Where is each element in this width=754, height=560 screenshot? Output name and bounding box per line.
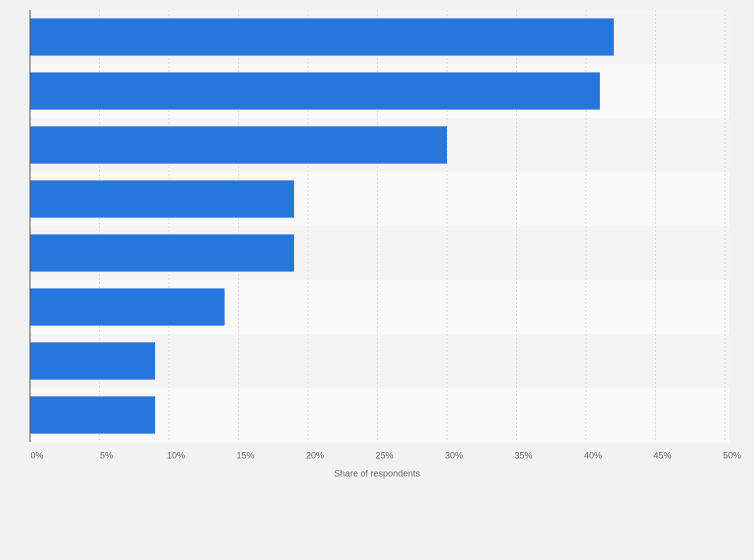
- x-tick-label: 50%: [723, 450, 741, 460]
- bar: [30, 126, 447, 164]
- bar: [30, 288, 225, 326]
- bar: [30, 234, 295, 272]
- x-tick-label: 15%: [236, 450, 254, 460]
- bar: [30, 396, 156, 434]
- x-tick-label: 0%: [30, 450, 43, 460]
- x-tick-label: 30%: [445, 450, 463, 460]
- bar: [30, 342, 156, 380]
- x-tick-label: 20%: [306, 450, 324, 460]
- x-tick-label: 5%: [100, 450, 113, 460]
- bar: [30, 72, 600, 110]
- x-tick-label: 25%: [375, 450, 393, 460]
- x-tick-label: 10%: [167, 450, 185, 460]
- x-tick-label: 40%: [584, 450, 602, 460]
- x-tick-label: 35%: [514, 450, 532, 460]
- x-axis-label: Share of respondents: [334, 468, 421, 478]
- bar: [30, 18, 614, 56]
- bar: [30, 180, 295, 218]
- x-tick-label: 45%: [653, 450, 671, 460]
